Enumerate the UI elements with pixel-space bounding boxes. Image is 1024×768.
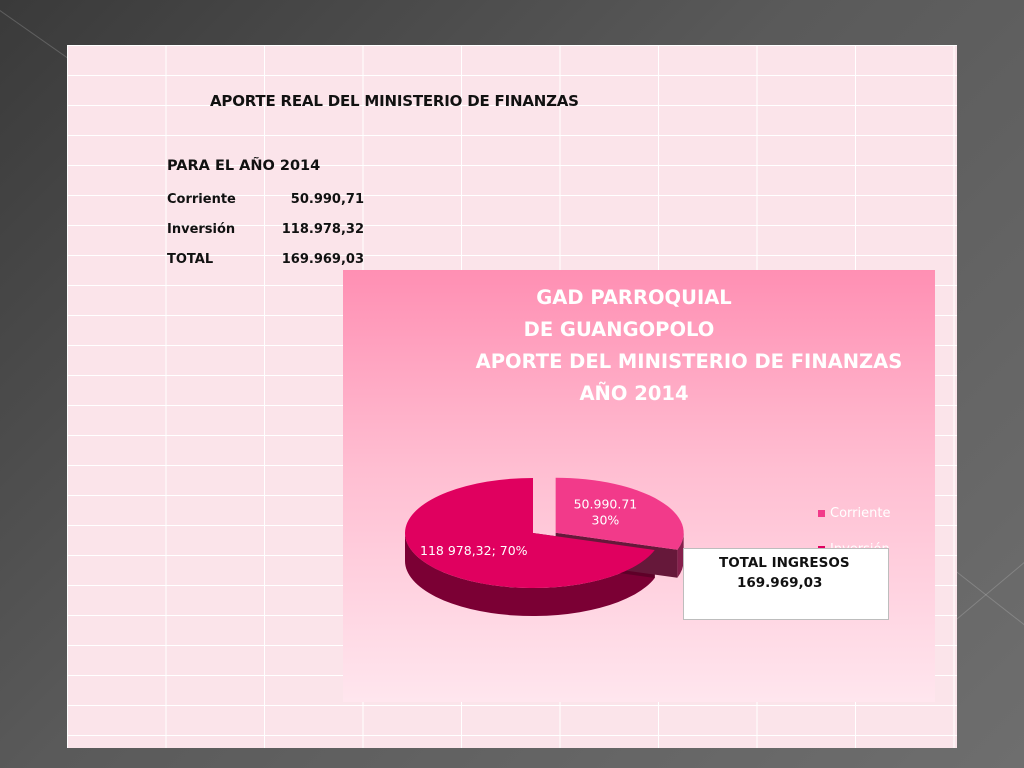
row-value-total: 169.969,03 <box>281 252 364 267</box>
row-value-inversion: 118.978,32 <box>281 222 364 237</box>
legend-item: Corriente <box>818 495 890 531</box>
chart-title-line: DE GUANGOPOLO <box>523 318 715 341</box>
pie-data-label: 118 978,32; 70% <box>420 543 528 558</box>
pie-chart[interactable]: GAD PARROQUIAL DE GUANGOPOLO APORTE DEL … <box>343 270 935 702</box>
row-label-corriente: Corriente <box>167 192 236 207</box>
pie-data-label: 50.990.71 <box>574 497 638 512</box>
chart-title-line: APORTE DEL MINISTERIO DE FINANZAS <box>475 350 903 373</box>
pie-slice-side <box>677 532 684 578</box>
pie-data-label: 30% <box>592 513 620 528</box>
row-value-corriente: 50.990,71 <box>290 192 364 207</box>
chart-title: GAD PARROQUIAL DE GUANGOPOLO APORTE DEL … <box>343 282 935 410</box>
chart-title-line: GAD PARROQUIAL <box>536 286 732 309</box>
background-decor-line <box>0 10 74 63</box>
pie-slice-side <box>405 533 655 616</box>
background-decor-line <box>955 562 1024 621</box>
total-ingresos-box: TOTAL INGRESOS 169.969,03 <box>683 548 889 620</box>
sheet-subtitle: PARA EL AÑO 2014 <box>167 158 321 174</box>
total-ingresos-value: 169.969,03 <box>737 575 823 591</box>
total-ingresos-label: TOTAL INGRESOS <box>719 555 850 571</box>
pie-slice-inversin <box>405 478 655 588</box>
legend-swatch <box>818 509 825 517</box>
background-decor-line <box>954 570 1024 627</box>
row-label-total: TOTAL <box>167 252 214 267</box>
chart-title-line: AÑO 2014 <box>579 382 689 405</box>
row-label-inversion: Inversión <box>167 222 236 237</box>
pie-slice-corriente <box>555 477 684 550</box>
legend-label: Corriente <box>830 505 891 521</box>
sheet-title: APORTE REAL DEL MINISTERIO DE FINANZAS <box>210 92 579 110</box>
